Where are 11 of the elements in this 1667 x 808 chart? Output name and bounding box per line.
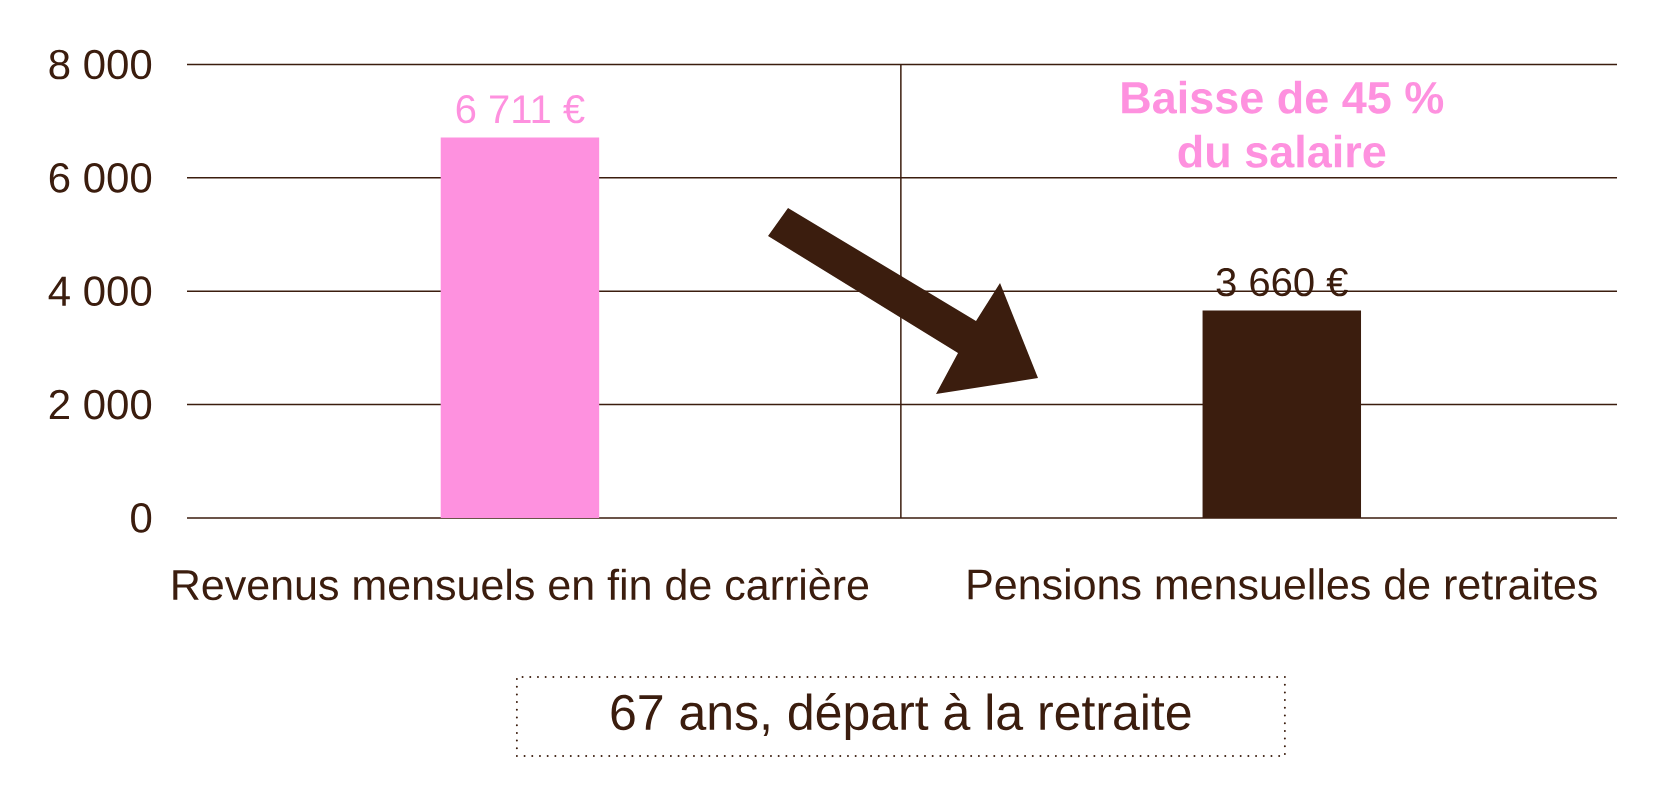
y-tick-label: 2 000 [49, 389, 152, 420]
y-tick-label: 4 000 [48, 276, 152, 307]
y-tick-label: 6 000 [49, 163, 152, 193]
text: 67 ans, départ à la retraite [611, 692, 1191, 741]
annotation: Baisse de 45 % du salaire [1122, 80, 1444, 168]
y-tick-label: 8 000 [49, 49, 152, 80]
x-tick-label: Revenus mensuels en fin de carrière [173, 568, 869, 601]
y-tick-label: 0 [131, 503, 152, 533]
data-label: 6 711 € [456, 95, 585, 124]
x-tick-label: Pensions mensuelles de retraites [968, 568, 1597, 600]
data-label: 3 660 € [1216, 268, 1348, 297]
